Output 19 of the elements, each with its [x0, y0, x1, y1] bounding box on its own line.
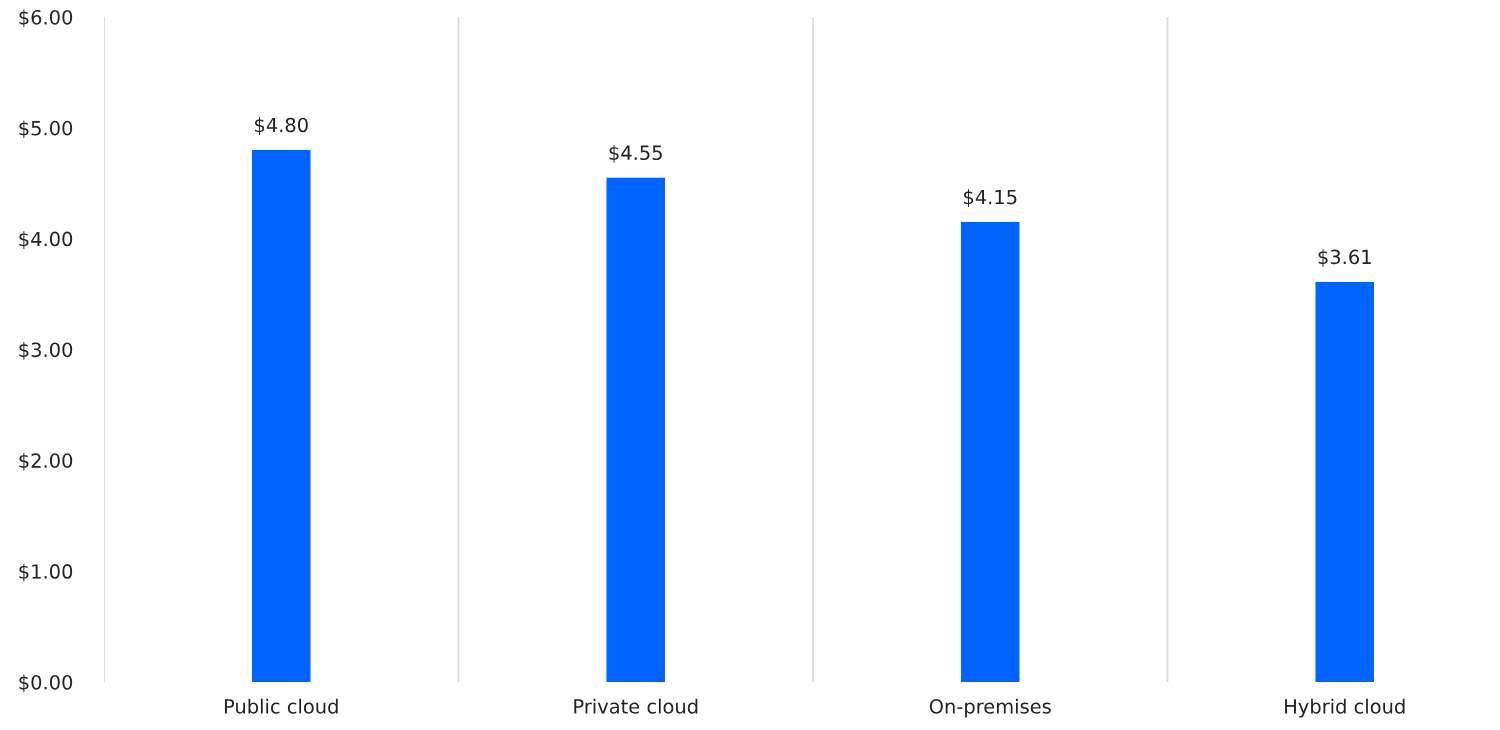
data-label: $4.55 — [609, 145, 662, 163]
bar — [252, 150, 311, 682]
y-tick-label: $5.00 — [19, 120, 73, 139]
y-tick-label: $0.00 — [19, 674, 73, 693]
y-tick-label: $6.00 — [19, 9, 73, 28]
bar — [961, 222, 1020, 682]
x-tick-label: Private cloud — [574, 698, 698, 714]
bar — [1315, 281, 1374, 682]
y-tick-label: $1.00 — [19, 563, 73, 582]
x-tick-label: On-premises — [929, 698, 1051, 718]
data-label: $3.61 — [1318, 249, 1371, 267]
bar — [606, 177, 665, 682]
x-tick-label: Public cloud — [224, 698, 338, 714]
y-tick-label: $4.00 — [19, 231, 73, 249]
y-tick-label: $3.00 — [19, 342, 73, 360]
y-tick-label: $2.00 — [19, 452, 73, 471]
data-label: $4.80 — [255, 117, 308, 135]
data-label: $4.15 — [964, 189, 1017, 207]
x-tick-label: Hybrid cloud — [1285, 698, 1405, 718]
